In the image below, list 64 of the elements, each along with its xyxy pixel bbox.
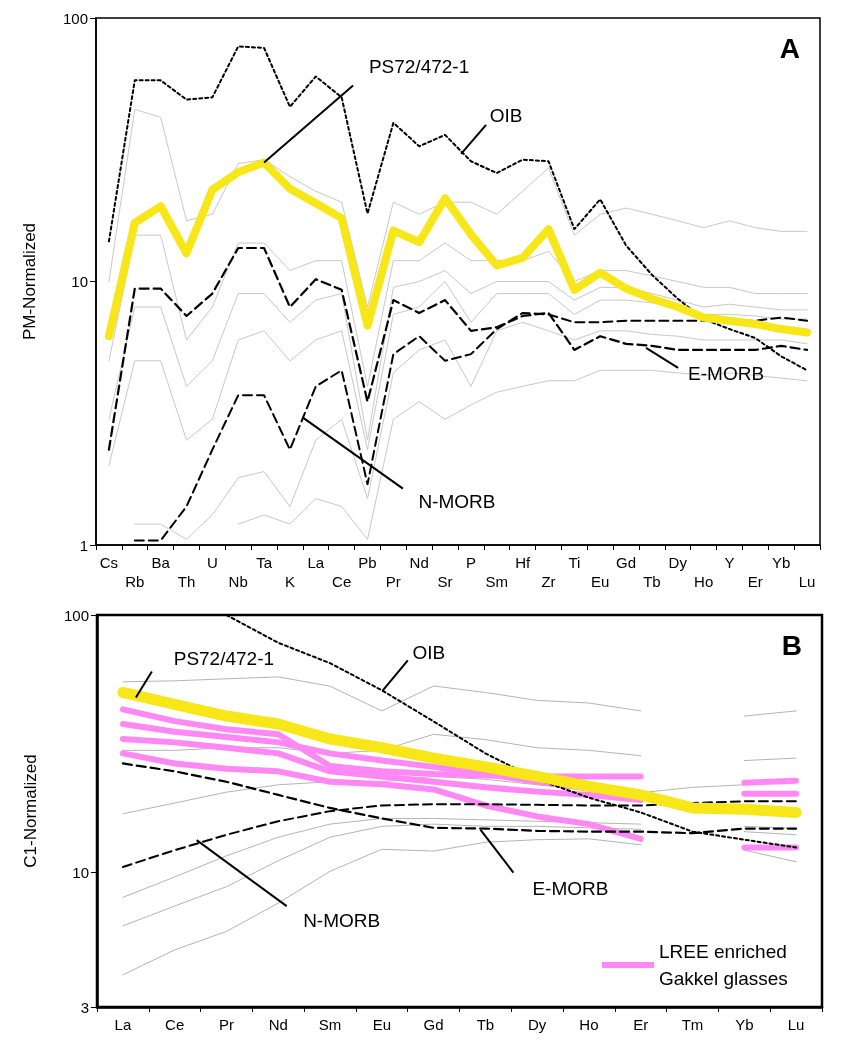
x-tick-label: Rb bbox=[125, 573, 145, 590]
y-tick-label: 3 bbox=[80, 998, 89, 1016]
series-label: OIB bbox=[489, 105, 523, 127]
x-tick-label: K bbox=[284, 573, 295, 590]
x-tick-label: Lu bbox=[787, 1016, 805, 1033]
x-tick-label: Tm bbox=[681, 1016, 704, 1033]
x-tick-label: Ti bbox=[568, 554, 581, 571]
x-tick-label: La bbox=[114, 1016, 132, 1033]
line-series bbox=[108, 108, 808, 308]
text: N-MORB bbox=[418, 491, 496, 513]
x-tick-label: Pr bbox=[218, 1016, 234, 1033]
x-tick-label: Ba bbox=[151, 554, 171, 571]
x-tick-label: Nd bbox=[268, 1016, 288, 1033]
text: E-MORB bbox=[532, 878, 609, 900]
text: PS72/472-1 bbox=[368, 55, 470, 77]
x-tick-label: Yb bbox=[735, 1016, 754, 1033]
x-tick-label: Lu bbox=[798, 573, 816, 590]
x-tick-label: Tb bbox=[643, 573, 661, 590]
text: N-MORB bbox=[303, 909, 381, 931]
y-tick-label: 10 bbox=[71, 273, 88, 290]
legend-label: LREE enriched Gakkel glasses bbox=[659, 941, 793, 989]
x-tick-label: Nb bbox=[228, 573, 248, 590]
annotation: A bbox=[779, 32, 800, 64]
text: OIB bbox=[412, 641, 446, 663]
y-tick-label: 100 bbox=[63, 606, 89, 624]
x-tick-label: Zr bbox=[541, 573, 556, 590]
line-series bbox=[237, 369, 808, 540]
x-tick-label: Eu bbox=[372, 1016, 391, 1033]
x-tick-label: Pr bbox=[385, 573, 401, 590]
annotation: B bbox=[781, 629, 802, 661]
x-tick-label: Dy bbox=[668, 554, 688, 571]
x-tick-label: Gd bbox=[616, 554, 637, 571]
x-tick-label: Ce bbox=[332, 573, 352, 590]
x-tick-label: Yb bbox=[772, 554, 791, 571]
x-tick-label: Tb bbox=[476, 1016, 495, 1033]
x-tick-label: P bbox=[465, 554, 476, 571]
x-tick-label: Hf bbox=[515, 554, 531, 571]
series-label: E-MORB bbox=[688, 363, 765, 385]
y-tick-label: 100 bbox=[62, 9, 88, 27]
x-tick-label: Th bbox=[177, 573, 196, 590]
x-tick-label: Ho bbox=[694, 573, 714, 590]
x-tick-label: Eu bbox=[591, 573, 610, 590]
x-tick-label: U bbox=[206, 554, 218, 571]
line-series bbox=[108, 234, 808, 387]
y-axis-title: C1-Normalized bbox=[21, 754, 40, 868]
x-tick-label: La bbox=[307, 554, 325, 571]
x-tick-label: Gd bbox=[423, 1016, 444, 1033]
x-tick-label: Pb bbox=[358, 554, 377, 571]
y-tick-label: 10 bbox=[72, 863, 89, 881]
x-tick-label: Ta bbox=[256, 554, 273, 571]
x-tick-label: Sr bbox=[437, 573, 453, 590]
x-tick-label: Cs bbox=[99, 554, 119, 571]
y-axis-title: PM-Normalized bbox=[20, 222, 39, 341]
x-tick-label: Sm bbox=[485, 573, 509, 590]
x-tick-label: Dy bbox=[528, 1016, 547, 1033]
x-tick-label: Sm bbox=[318, 1016, 342, 1033]
series-label: PS72/472-1 bbox=[173, 647, 275, 669]
x-tick-label: Er bbox=[747, 573, 763, 590]
x-tick-label: Ce bbox=[165, 1016, 185, 1033]
x-tick-label: Ho bbox=[579, 1016, 599, 1033]
x-tick-label: Y bbox=[724, 554, 735, 571]
x-tick-label: Er bbox=[633, 1016, 649, 1033]
y-tick-label: 1 bbox=[79, 536, 88, 554]
x-tick-label: Nd bbox=[409, 554, 429, 571]
